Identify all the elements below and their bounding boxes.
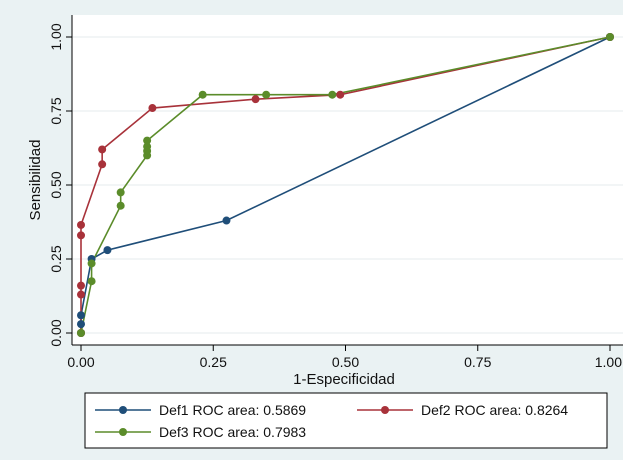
data-point [87,277,96,286]
data-point [116,201,125,210]
data-point [77,231,85,240]
legend-label: Def3 ROC area: 0.7983 [159,424,306,440]
data-point [198,90,207,99]
legend-box [84,392,608,449]
data-point [262,90,271,99]
data-point [222,216,231,225]
grid-lines [72,36,623,334]
x-tick-label: 0.00 [67,354,94,370]
series-group [77,33,614,337]
data-point [103,246,112,255]
axis-ticks: 0.00 0.25 0.50 0.75 1.00 0.00 0.25 0.50 0.75 1.00 [48,23,622,370]
x-axis-title: 1-Especificidad [293,371,395,388]
legend-label: Def1 ROC area: 0.5869 [159,402,306,418]
data-point [77,290,85,299]
y-tick-label: 1.00 [48,23,64,50]
y-tick-label: 0.00 [48,319,64,346]
y-tick-label: 0.75 [48,97,64,124]
legend-swatch-marker [119,428,127,436]
data-point [116,188,125,197]
data-point [328,90,337,99]
legend-swatch-marker [381,406,389,414]
data-point [143,136,152,145]
y-tick-label: 0.50 [48,171,64,198]
x-tick-label: 0.50 [332,354,359,370]
y-tick-label: 0.25 [48,245,64,272]
data-point [77,320,85,329]
data-point [77,311,85,320]
plot-area [72,15,623,345]
data-point [98,145,107,154]
data-point [77,281,85,290]
legend: Def1 ROC area: 0.5869 Def2 ROC area: 0.82… [95,402,568,440]
x-tick-label: 0.25 [200,354,227,370]
legend-label: Def2 ROC area: 0.8264 [421,402,568,418]
data-point [251,95,260,104]
x-tick-label: 1.00 [595,354,622,370]
data-point [148,104,157,113]
data-point [336,90,345,99]
data-point [143,142,152,151]
data-point [77,220,85,229]
data-point [98,160,107,169]
data-point [77,329,85,337]
data-point [87,259,96,268]
legend-swatch-marker [119,406,127,414]
x-tick-label: 0.75 [464,354,491,370]
data-point [606,33,614,41]
y-axis-title: Sensibilidad [27,140,44,221]
